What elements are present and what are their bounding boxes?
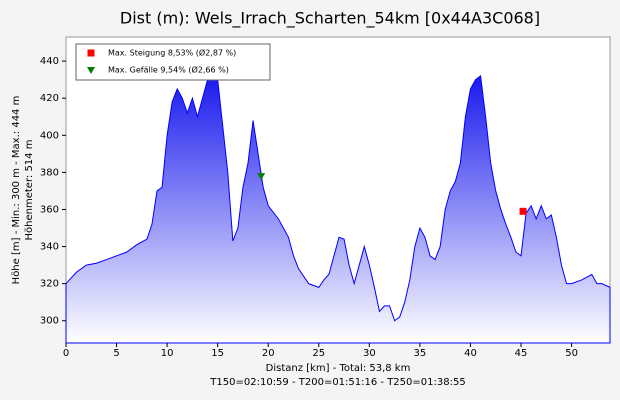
marker <box>519 207 527 215</box>
x-tick-label: 0 <box>63 348 69 359</box>
y-axis-label: Höhe [m] - Min.: 300 m - Max.: 444 m <box>11 96 22 285</box>
footer: T150=02:10:59 - T200=01:51:16 - T250=01:… <box>209 377 465 388</box>
x-tick-label: 5 <box>113 348 119 359</box>
y-tick-label: 440 <box>40 56 59 67</box>
x-tick-label: 15 <box>211 348 224 359</box>
x-tick-label: 35 <box>414 348 427 359</box>
legend-label: Max. Gefälle 9,54% (Ø2,66 %) <box>108 65 229 75</box>
y-tick-label: 320 <box>40 279 59 290</box>
legend-symbol <box>87 67 95 74</box>
marker <box>257 173 266 181</box>
x-tick-label: 20 <box>262 348 275 359</box>
x-axis-label: Distanz [km] - Total: 53,8 km <box>266 363 411 374</box>
x-tick-label: 45 <box>515 348 528 359</box>
x-tick-label: 50 <box>565 348 578 359</box>
x-tick-label: 40 <box>464 348 477 359</box>
y-axis-label: Höhenmeter: 514 m <box>24 140 35 241</box>
elevation-area <box>65 75 611 344</box>
x-tick-label: 10 <box>161 348 174 359</box>
chart-title: Dist (m): Wels_Irrach_Scharten_54km [0x4… <box>120 9 540 29</box>
legend <box>75 43 271 81</box>
legend-symbol <box>87 49 95 57</box>
x-tick-label: 25 <box>312 348 325 359</box>
y-tick-label: 400 <box>40 130 59 141</box>
y-tick-label: 340 <box>40 242 59 253</box>
y-tick-label: 300 <box>40 316 59 327</box>
y-tick-label: 420 <box>40 93 59 104</box>
y-tick-label: 380 <box>40 167 59 178</box>
y-tick-label: 360 <box>40 204 59 215</box>
legend-label: Max. Steigung 8,53% (Ø2,87 %) <box>108 48 236 58</box>
x-tick-label: 30 <box>363 348 376 359</box>
